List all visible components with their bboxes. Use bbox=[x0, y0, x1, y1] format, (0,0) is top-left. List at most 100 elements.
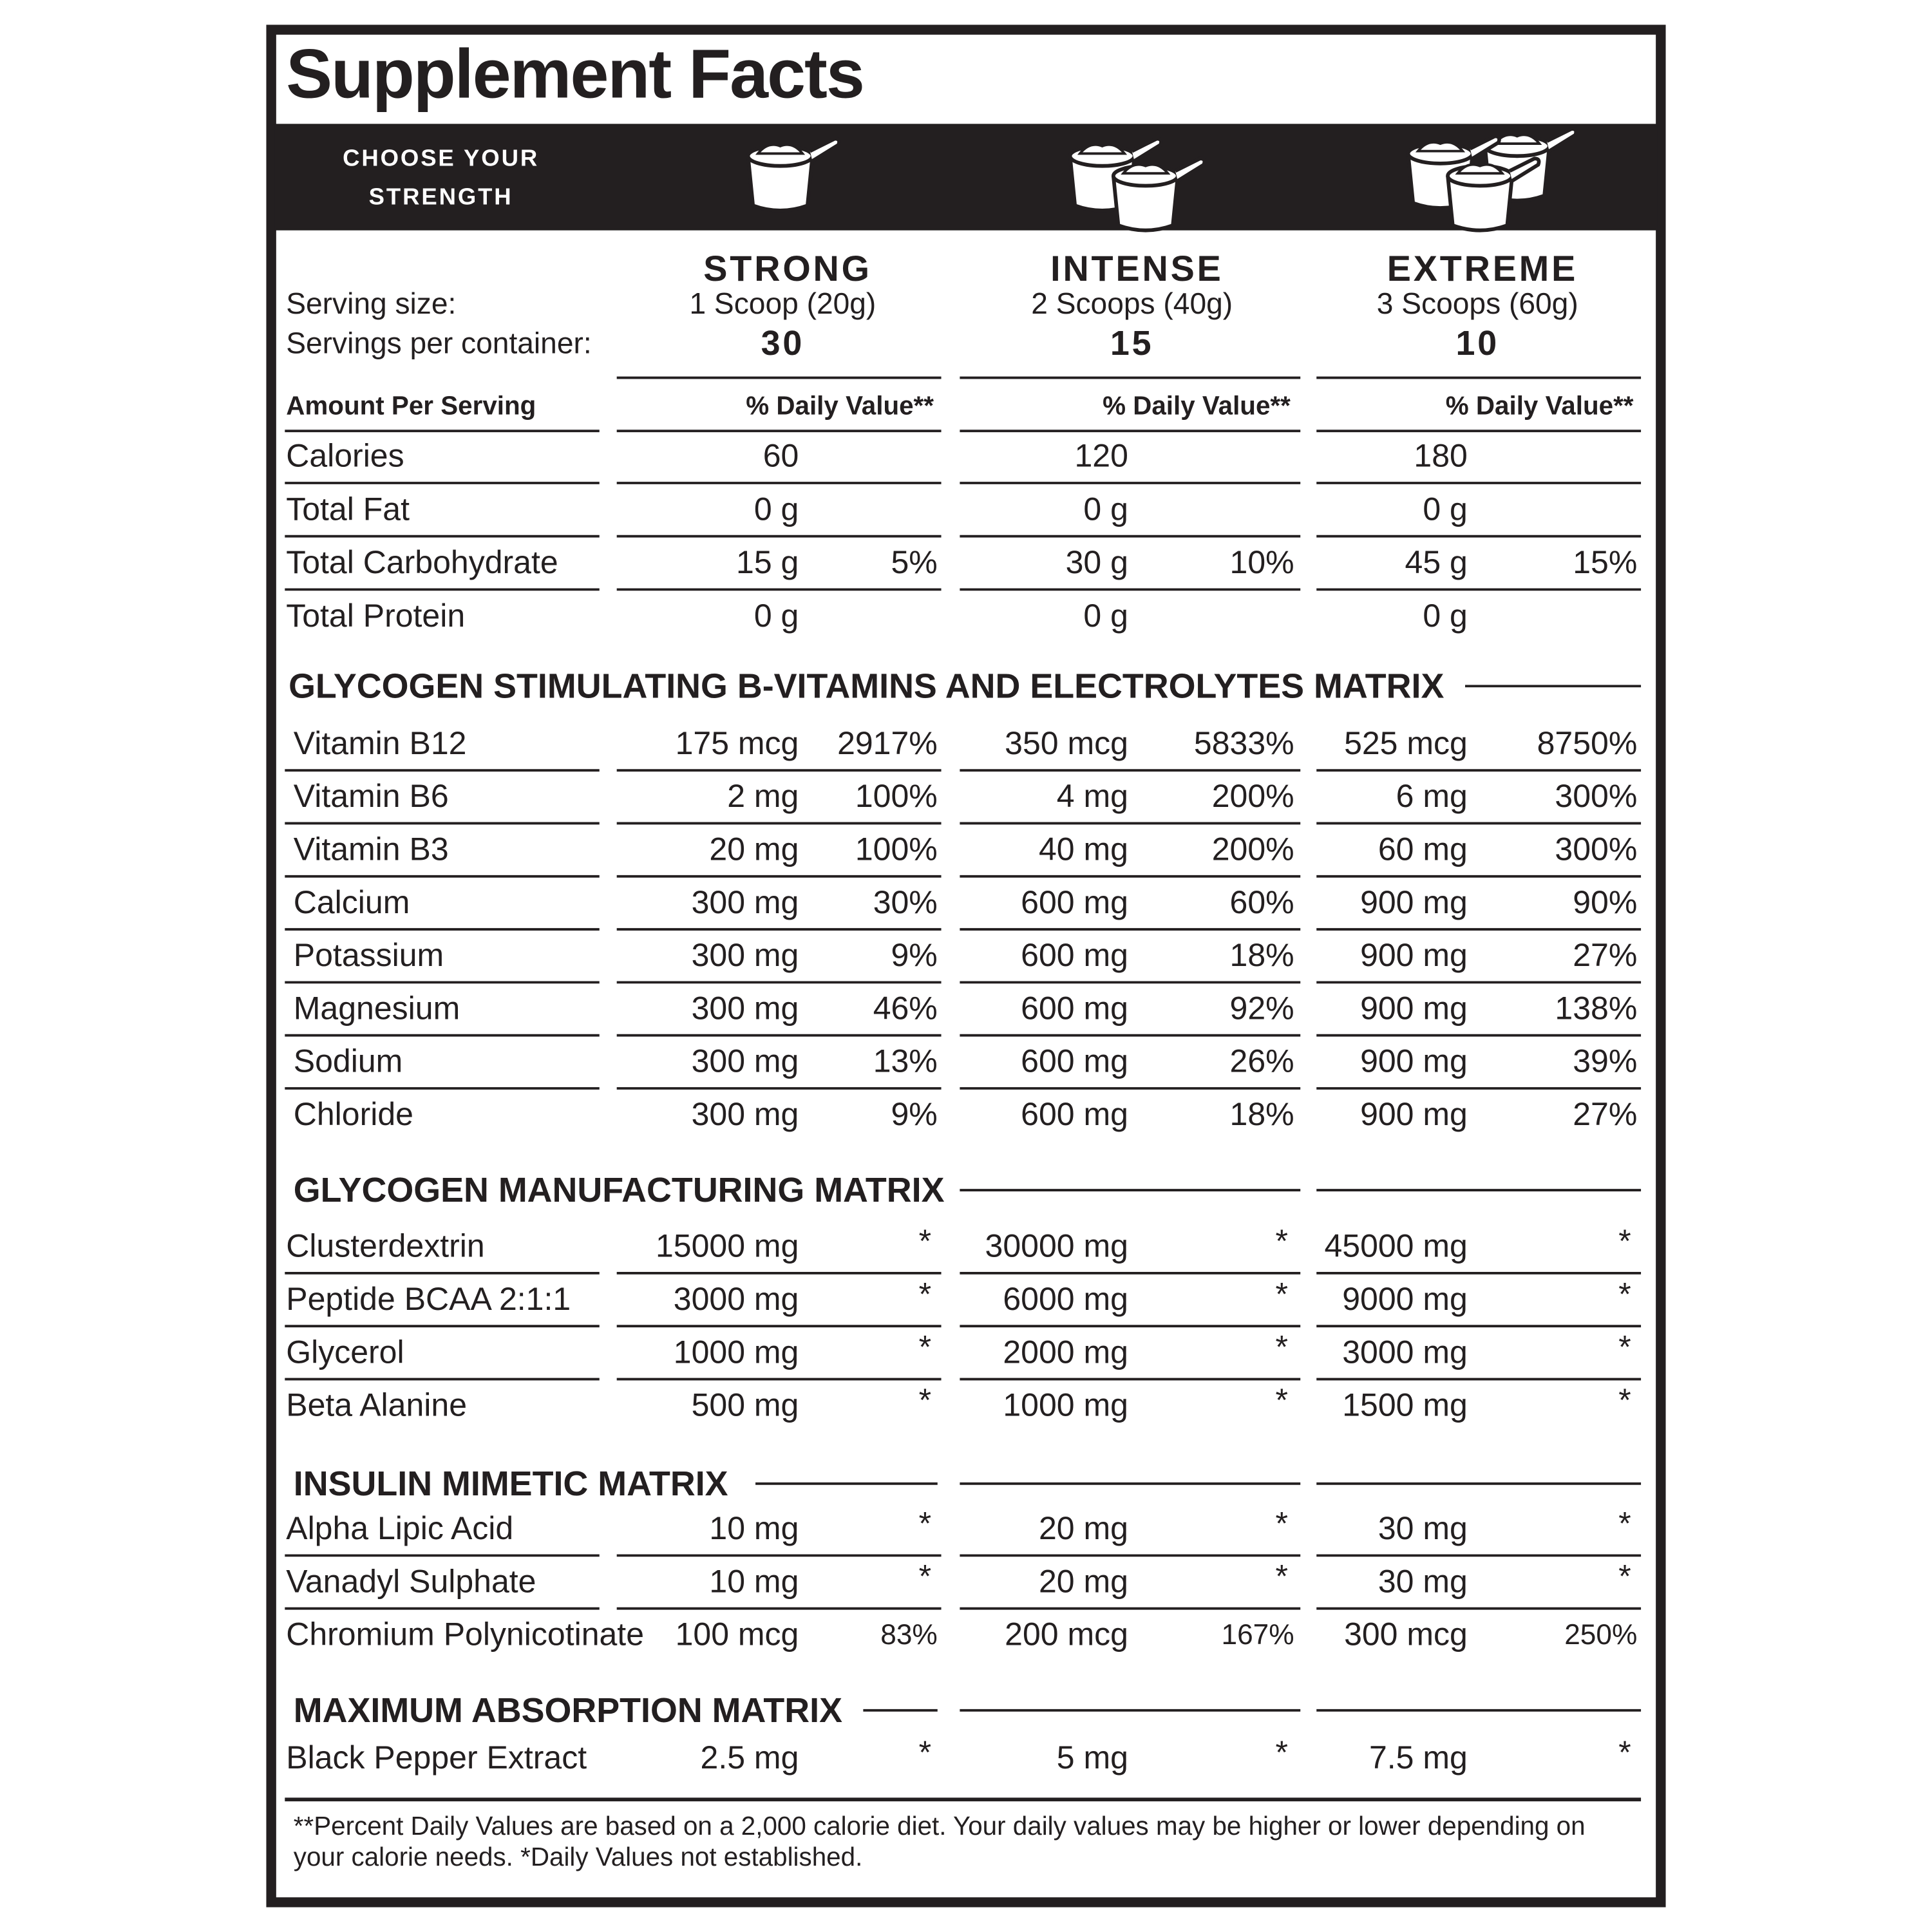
nutrient-name: Magnesium bbox=[294, 990, 460, 1026]
amount: 0 g bbox=[754, 598, 799, 634]
nutrient-name: Vanadyl Sulphate bbox=[286, 1563, 536, 1599]
amount: 60 mg bbox=[1378, 831, 1468, 867]
amount-header: Amount Per Serving bbox=[286, 390, 536, 420]
amount: 2.5 mg bbox=[701, 1739, 799, 1776]
daily-value: * bbox=[1276, 1734, 1288, 1770]
amount: 3000 mg bbox=[674, 1281, 799, 1317]
amount: 10 mg bbox=[709, 1563, 799, 1599]
amount: 300 mg bbox=[692, 990, 799, 1026]
nutrient-name: Alpha Lipic Acid bbox=[286, 1510, 513, 1546]
amount: 900 mg bbox=[1360, 990, 1468, 1026]
serving-size: 1 Scoop (20g) bbox=[689, 287, 876, 320]
daily-value: * bbox=[1276, 1382, 1288, 1418]
daily-value-header: % Daily Value** bbox=[1446, 390, 1634, 420]
serving-size: 3 Scoops (60g) bbox=[1377, 287, 1578, 320]
daily-value: 18% bbox=[1230, 1096, 1294, 1132]
daily-value: 100% bbox=[855, 778, 938, 814]
daily-value: * bbox=[1618, 1329, 1631, 1365]
amount: 30 mg bbox=[1378, 1510, 1468, 1546]
daily-value: * bbox=[1618, 1558, 1631, 1595]
amount: 300 mg bbox=[692, 937, 799, 973]
servings-label: Servings per container: bbox=[286, 327, 591, 360]
daily-value: * bbox=[919, 1382, 931, 1418]
amount: 5 mg bbox=[1057, 1739, 1128, 1776]
daily-value: 9% bbox=[891, 937, 938, 973]
daily-value: 39% bbox=[1573, 1043, 1637, 1079]
daily-value: 30% bbox=[873, 884, 938, 920]
amount: 7.5 mg bbox=[1369, 1739, 1468, 1776]
amount: 350 mcg bbox=[1005, 725, 1128, 761]
daily-value: * bbox=[1276, 1558, 1288, 1595]
daily-value: 100% bbox=[855, 831, 938, 867]
amount: 600 mg bbox=[1021, 937, 1128, 973]
amount: 120 bbox=[1074, 438, 1128, 474]
daily-value: 200% bbox=[1212, 831, 1294, 867]
amount: 900 mg bbox=[1360, 937, 1468, 973]
amount: 45 g bbox=[1405, 544, 1468, 580]
section-title: MAXIMUM ABSORPTION MATRIX bbox=[294, 1691, 842, 1730]
column-name: EXTREME bbox=[1387, 249, 1578, 289]
nutrient-name: Potassium bbox=[294, 937, 444, 973]
daily-value: * bbox=[919, 1734, 931, 1770]
nutrient-name: Total Fat bbox=[286, 491, 410, 527]
amount: 1000 mg bbox=[1003, 1387, 1128, 1423]
amount: 2 mg bbox=[727, 778, 799, 814]
nutrient-name: Vitamin B12 bbox=[294, 725, 467, 761]
daily-value: 9% bbox=[891, 1096, 938, 1132]
amount: 6000 mg bbox=[1003, 1281, 1128, 1317]
nutrient-name: Peptide BCAA 2:1:1 bbox=[286, 1281, 571, 1317]
amount: 600 mg bbox=[1021, 884, 1128, 920]
amount: 525 mcg bbox=[1344, 725, 1468, 761]
nutrient-name: Vitamin B6 bbox=[294, 778, 449, 814]
amount: 20 mg bbox=[709, 831, 799, 867]
amount: 9000 mg bbox=[1342, 1281, 1468, 1317]
section-title: GLYCOGEN STIMULATING B-VITAMINS AND ELEC… bbox=[289, 667, 1444, 705]
amount: 600 mg bbox=[1021, 1096, 1128, 1132]
amount: 1500 mg bbox=[1342, 1387, 1468, 1423]
footnote: **Percent Daily Values are based on a 2,… bbox=[294, 1811, 1586, 1841]
daily-value: * bbox=[919, 1558, 931, 1595]
amount: 6 mg bbox=[1396, 778, 1468, 814]
nutrient-name: Sodium bbox=[294, 1043, 403, 1079]
amount: 1000 mg bbox=[674, 1334, 799, 1370]
nutrient-name: Calories bbox=[286, 438, 404, 474]
daily-value: * bbox=[1618, 1382, 1631, 1418]
title: Supplement Facts bbox=[286, 35, 864, 113]
amount: 60 bbox=[763, 438, 799, 474]
daily-value: * bbox=[1618, 1734, 1631, 1770]
amount: 600 mg bbox=[1021, 1043, 1128, 1079]
footnote: your calorie needs. *Daily Values not es… bbox=[294, 1842, 863, 1871]
daily-value: 8750% bbox=[1537, 725, 1638, 761]
daily-value: 27% bbox=[1573, 937, 1637, 973]
daily-value: * bbox=[1276, 1329, 1288, 1365]
daily-value: 60% bbox=[1230, 884, 1294, 920]
amount: 0 g bbox=[1083, 598, 1128, 634]
amount: 0 g bbox=[754, 491, 799, 527]
daily-value: 10% bbox=[1230, 544, 1294, 580]
nutrient-name: Total Protein bbox=[286, 598, 465, 634]
daily-value: * bbox=[919, 1505, 931, 1541]
amount: 900 mg bbox=[1360, 884, 1468, 920]
amount: 3000 mg bbox=[1342, 1334, 1468, 1370]
banner-text: CHOOSE YOUR bbox=[343, 145, 539, 171]
daily-value: 5833% bbox=[1194, 725, 1294, 761]
amount: 175 mcg bbox=[676, 725, 799, 761]
nutrient-name: Glycerol bbox=[286, 1334, 404, 1370]
daily-value: * bbox=[1276, 1505, 1288, 1541]
daily-value: 300% bbox=[1555, 778, 1637, 814]
nutrient-name: Beta Alanine bbox=[286, 1387, 467, 1423]
amount: 180 bbox=[1414, 438, 1467, 474]
amount: 10 mg bbox=[709, 1510, 799, 1546]
column-name: INTENSE bbox=[1050, 249, 1224, 289]
daily-value: 300% bbox=[1555, 831, 1637, 867]
section-title: INSULIN MIMETIC MATRIX bbox=[294, 1464, 728, 1503]
amount: 300 mg bbox=[692, 884, 799, 920]
amount: 20 mg bbox=[1039, 1510, 1128, 1546]
amount: 4 mg bbox=[1057, 778, 1128, 814]
daily-value: 15% bbox=[1573, 544, 1637, 580]
column-name: STRONG bbox=[703, 249, 872, 289]
amount: 30 mg bbox=[1378, 1563, 1468, 1599]
daily-value: 13% bbox=[873, 1043, 938, 1079]
daily-value: 2917% bbox=[837, 725, 938, 761]
